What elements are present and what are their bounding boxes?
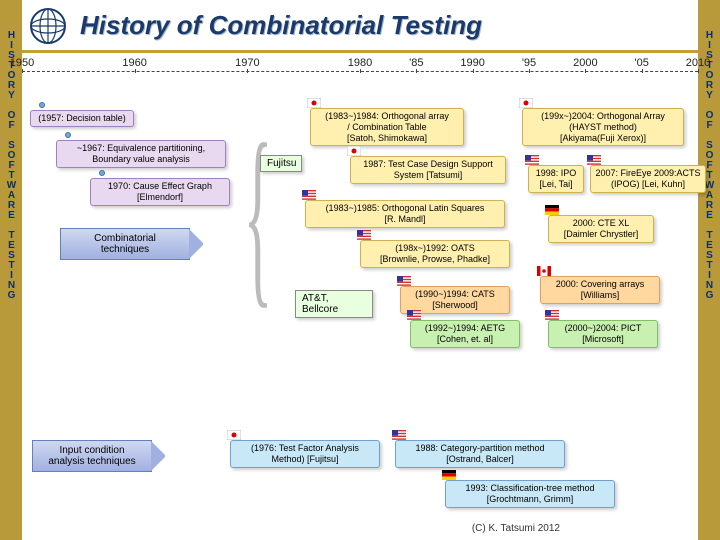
dot-icon (65, 132, 71, 138)
us-flag-icon (392, 430, 406, 440)
jp-flag-icon (227, 430, 241, 440)
event-box: (1983~)1984: Orthogonal array/ Combinati… (310, 108, 464, 146)
event-box: (2000~)2004: PICT[Microsoft] (548, 320, 658, 348)
event-box: 1993: Classification-tree method[Grochtm… (445, 480, 615, 508)
brace-icon: { (244, 100, 273, 329)
event-box: 2007: FireEye 2009:ACTS(IPOG) [Lei, Kuhn… (590, 165, 706, 193)
tick-mark (247, 69, 248, 73)
ca-flag-icon (537, 266, 551, 276)
tick-label: 1950 (10, 57, 34, 69)
title-underline (22, 50, 698, 53)
event-box: (198x~)1992: OATS[Brownlie, Prowse, Phad… (360, 240, 510, 268)
tick-label: 1980 (348, 57, 372, 69)
jp-flag-icon (347, 146, 361, 156)
event-box: (1957: Decision table) (30, 110, 134, 127)
tick-label: 2000 (573, 57, 597, 69)
side-text-left: HISTORY OF SOFTWARE TESTING (0, 30, 22, 300)
event-box: 2000: Covering arrays[Williams] (540, 276, 660, 304)
us-flag-icon (587, 155, 601, 165)
event-box: (1992~)1994: AETG[Cohen, et. al] (410, 320, 520, 348)
event-box: 1970: Cause Effect Graph[Elmendorf] (90, 178, 230, 206)
event-box: (199x~)2004: Orthogonal Array(HAYST meth… (522, 108, 684, 146)
copyright: (C) K. Tatsumi 2012 (472, 523, 560, 534)
jp-flag-icon (307, 98, 321, 108)
de-flag-icon (442, 470, 456, 480)
tick-mark (642, 69, 643, 73)
group-label: AT&T, Bellcore (295, 290, 373, 318)
us-flag-icon (302, 190, 316, 200)
group-label: Fujitsu (260, 155, 302, 172)
us-flag-icon (397, 276, 411, 286)
tick-label: 1960 (122, 57, 146, 69)
tick-mark (473, 69, 474, 73)
page-title: History of Combinatorial Testing (80, 10, 482, 41)
category-arrow: Input conditionanalysis techniques (32, 440, 152, 472)
event-box: 1987: Test Case Design SupportSystem [Ta… (350, 156, 506, 184)
category-arrow: Combinatorial techniques (60, 228, 190, 260)
us-flag-icon (407, 310, 421, 320)
us-flag-icon (525, 155, 539, 165)
tick-label: '05 (634, 57, 648, 69)
tick-label: 2010 (686, 57, 710, 69)
dot-icon (99, 170, 105, 176)
tick-label: 1970 (235, 57, 259, 69)
tick-mark (416, 69, 417, 73)
de-flag-icon (545, 205, 559, 215)
tick-label: 1990 (460, 57, 484, 69)
tick-mark (135, 69, 136, 73)
event-box: 2000: CTE XL[Daimler Chrystler] (548, 215, 654, 243)
tick-label: '85 (409, 57, 423, 69)
timeline: 1950196019701980'851990'952000'052010 (22, 55, 698, 83)
event-box: (1976: Test Factor AnalysisMethod) [Fuji… (230, 440, 380, 468)
tick-label: '95 (522, 57, 536, 69)
tick-mark (22, 69, 23, 73)
event-box: (1983~)1985: Orthogonal Latin Squares[R.… (305, 200, 505, 228)
tick-mark (360, 69, 361, 73)
globe-icon (28, 6, 68, 46)
event-box: 1998: IPO[Lei, Tai] (528, 165, 584, 193)
tick-mark (529, 69, 530, 73)
jp-flag-icon (519, 98, 533, 108)
tick-mark (698, 69, 699, 73)
us-flag-icon (545, 310, 559, 320)
event-box: ~1967: Equivalence partitioning,Boundary… (56, 140, 226, 168)
dot-icon (39, 102, 45, 108)
tick-mark (585, 69, 586, 73)
event-box: 1988: Category-partition method[Ostrand,… (395, 440, 565, 468)
us-flag-icon (357, 230, 371, 240)
